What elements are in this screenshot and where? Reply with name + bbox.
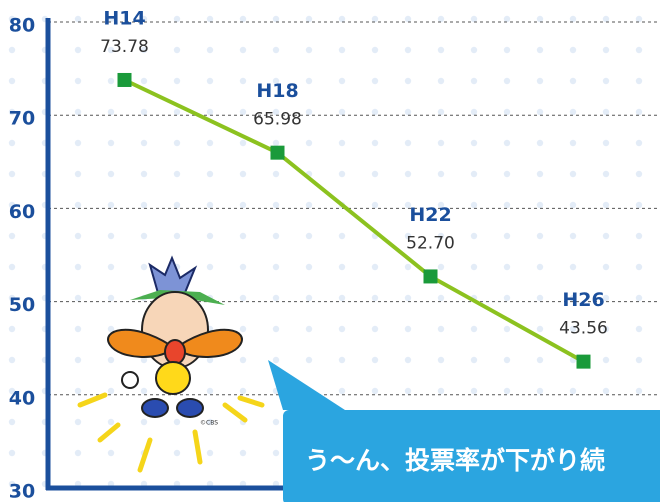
category-label: H26 [562,289,604,311]
category-label: H22 [409,204,451,226]
chart: H14 73.78 H18 65.98 H22 52.70 H26 43.56 ©CBS う〜… [0,0,660,502]
y-tick-label: 80 [9,15,35,37]
value-label: 52.70 [406,233,455,253]
y-tick-label: 60 [9,201,35,223]
marker [118,73,132,87]
bubble-text: う〜ん、投票率が下がり続 [305,446,605,475]
marker [577,355,591,369]
copyright: ©CBS [200,420,218,427]
value-label: 73.78 [100,37,149,57]
marker [424,269,438,283]
value-label: 43.56 [559,319,608,339]
y-tick-label: 70 [9,108,35,130]
y-tick-label: 40 [9,387,35,409]
y-tick-label: 30 [9,481,35,502]
marker [271,146,285,160]
category-label: H18 [256,80,298,102]
value-label: 65.98 [253,110,302,130]
category-label: H14 [103,7,145,29]
y-tick-label: 50 [9,294,35,316]
